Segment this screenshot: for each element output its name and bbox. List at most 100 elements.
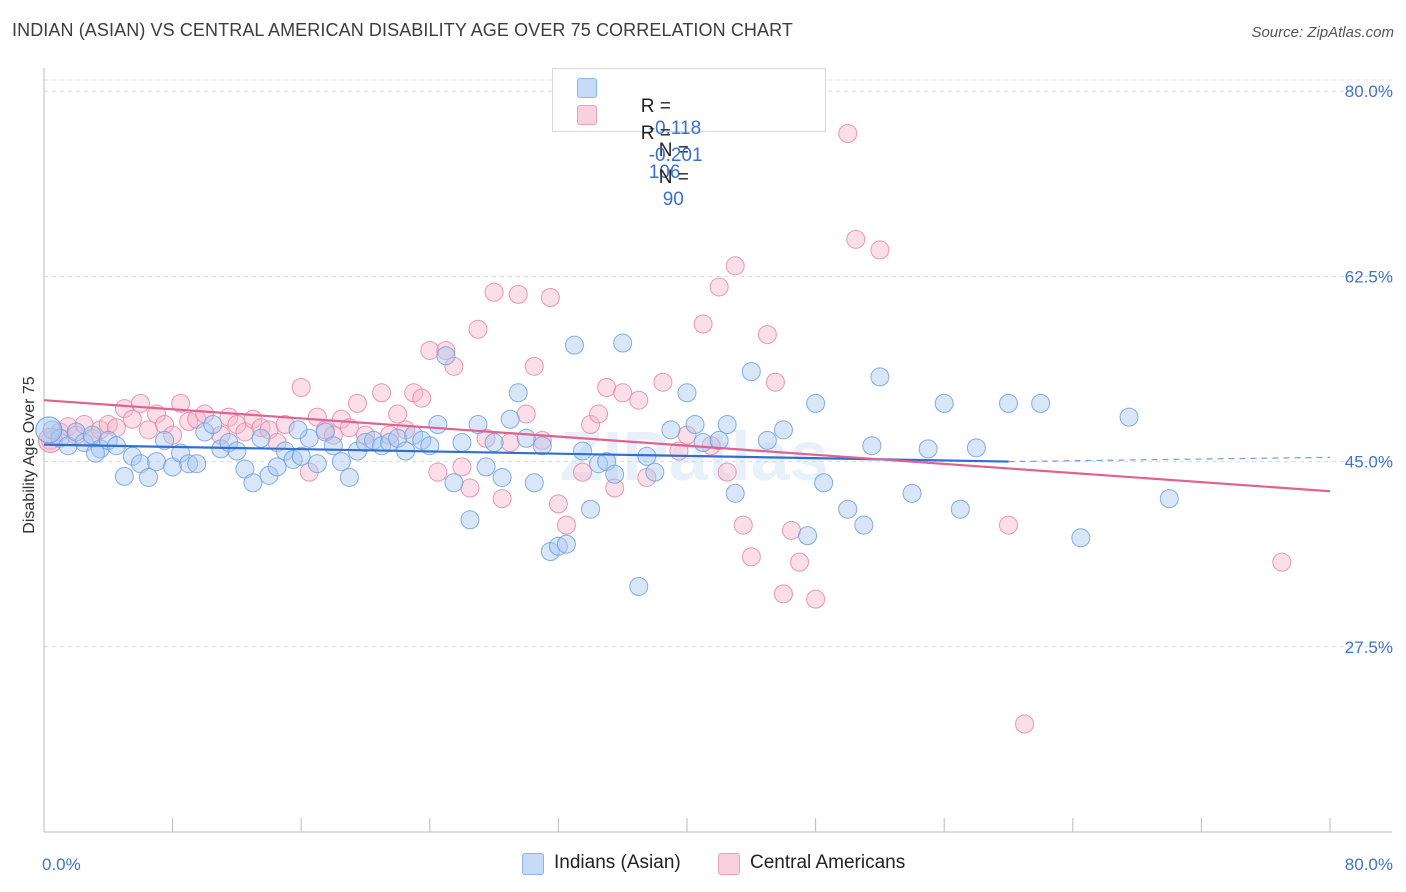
indians-asian-point <box>773 420 793 440</box>
central-americans-point <box>508 284 528 304</box>
indians-asian-point <box>1071 528 1091 548</box>
indians-asian-point <box>203 415 223 435</box>
indians-asian-point <box>966 438 986 458</box>
indians-asian-point <box>1119 407 1139 427</box>
bottom-legend-label: Indians (Asian) <box>554 852 681 873</box>
central-americans-point <box>838 124 858 143</box>
indians-asian-trend-extension <box>1008 456 1331 463</box>
central-americans-trend-line <box>43 399 1331 493</box>
y-tick-label: 62.5% <box>1345 267 1393 286</box>
indians-asian-trend-line <box>43 443 1009 463</box>
central-americans-point <box>653 372 673 392</box>
central-americans-point <box>516 404 536 424</box>
central-americans-point <box>781 520 801 540</box>
central-americans-point <box>773 584 793 604</box>
indians-asian-point <box>331 452 351 472</box>
legend-n-label: N = <box>658 140 689 161</box>
indians-asian-point <box>243 473 263 493</box>
legend-n-label: N = <box>658 167 689 188</box>
indians-asian-points <box>35 333 1179 596</box>
central-americans-point <box>806 589 826 609</box>
indians-asian-point <box>155 430 175 450</box>
indians-asian-point <box>613 333 633 353</box>
legend-n-value: 90 <box>662 189 684 210</box>
indians-asian-point <box>645 462 665 482</box>
indians-asian-point <box>428 415 448 435</box>
central-americans-point <box>291 378 311 397</box>
indians-asian-point <box>444 473 464 493</box>
indians-asian-point <box>870 367 890 387</box>
y-tick-label: 80.0% <box>1345 82 1393 101</box>
indians-asian-point <box>356 433 375 453</box>
central-americans-point <box>179 411 199 431</box>
indians-asian-point <box>581 499 601 519</box>
indians-asian-point <box>508 383 528 403</box>
central-americans-point <box>412 388 432 408</box>
central-americans-point <box>436 340 456 360</box>
central-americans-point <box>629 390 649 410</box>
x-tick-label: 0.0% <box>42 855 81 874</box>
indians-asian-point <box>66 422 86 442</box>
trend-lines <box>43 399 1331 493</box>
central-americans-point <box>420 340 440 360</box>
y-tick-label: 45.0% <box>1345 453 1393 472</box>
indians-asian-point <box>227 441 247 461</box>
indians-asian-point <box>251 428 271 448</box>
central-americans-point <box>211 425 231 445</box>
legend-r-value: -0.201 <box>648 145 703 166</box>
central-americans-point <box>693 314 713 334</box>
indians-asian-point <box>85 443 105 463</box>
central-americans-point <box>790 552 810 572</box>
central-americans-point <box>733 515 753 535</box>
indians-asian-point <box>516 428 536 448</box>
indians-asian-point <box>934 393 954 413</box>
central-americans-point <box>556 515 576 535</box>
central-americans-point <box>709 277 729 297</box>
indians-asian-point <box>757 430 777 450</box>
indians-asian-point <box>918 439 938 459</box>
indians-asian-point <box>677 383 697 403</box>
central-americans-point <box>741 547 761 567</box>
indians-asian-point <box>548 536 568 556</box>
indians-asian-point <box>629 576 649 596</box>
indians-asian-point <box>484 433 504 453</box>
central-americans-point <box>846 229 866 249</box>
central-americans-point <box>717 462 737 482</box>
central-americans-point <box>597 378 617 397</box>
central-americans-point <box>372 383 392 403</box>
indians-asian-point <box>806 393 826 413</box>
central-americans-point <box>138 420 158 440</box>
central-americans-point <box>757 325 777 345</box>
legend-row-indians: R = -0.118 N = 106 <box>577 74 701 183</box>
indians-asian-point <box>573 441 593 461</box>
indians-asian-point <box>307 454 327 474</box>
grid-lines <box>44 79 1392 648</box>
indians-asian-point <box>717 415 737 435</box>
legend-swatch-pink <box>577 105 597 125</box>
central-americans-point <box>1272 552 1292 572</box>
central-americans-point <box>484 282 504 302</box>
indians-asian-point <box>500 409 520 429</box>
bottom-swatch-pink <box>718 853 740 875</box>
indians-asian-point <box>709 430 729 450</box>
indians-asian-point <box>35 416 63 444</box>
indians-asian-point <box>1159 489 1179 509</box>
indians-asian-point <box>814 473 834 493</box>
indians-asian-point <box>999 393 1018 413</box>
central-americans-point <box>388 404 408 424</box>
indians-asian-point <box>476 457 496 477</box>
indians-asian-point <box>323 436 343 456</box>
central-americans-point <box>765 372 785 392</box>
central-americans-point <box>428 462 448 482</box>
indians-asian-point <box>492 467 512 487</box>
indians-asian-point <box>138 467 158 487</box>
indians-asian-point <box>288 420 308 440</box>
central-americans-point <box>122 409 142 429</box>
indians-asian-point <box>854 515 874 535</box>
indians-asian-point <box>838 499 858 519</box>
y-axis-label: Disability Age Over 75 <box>21 376 38 534</box>
central-americans-point <box>492 489 512 509</box>
central-americans-point <box>589 404 609 424</box>
legend-row-central: R = -0.201 N = 90 <box>577 101 703 210</box>
legend-n-value: 106 <box>648 162 681 183</box>
